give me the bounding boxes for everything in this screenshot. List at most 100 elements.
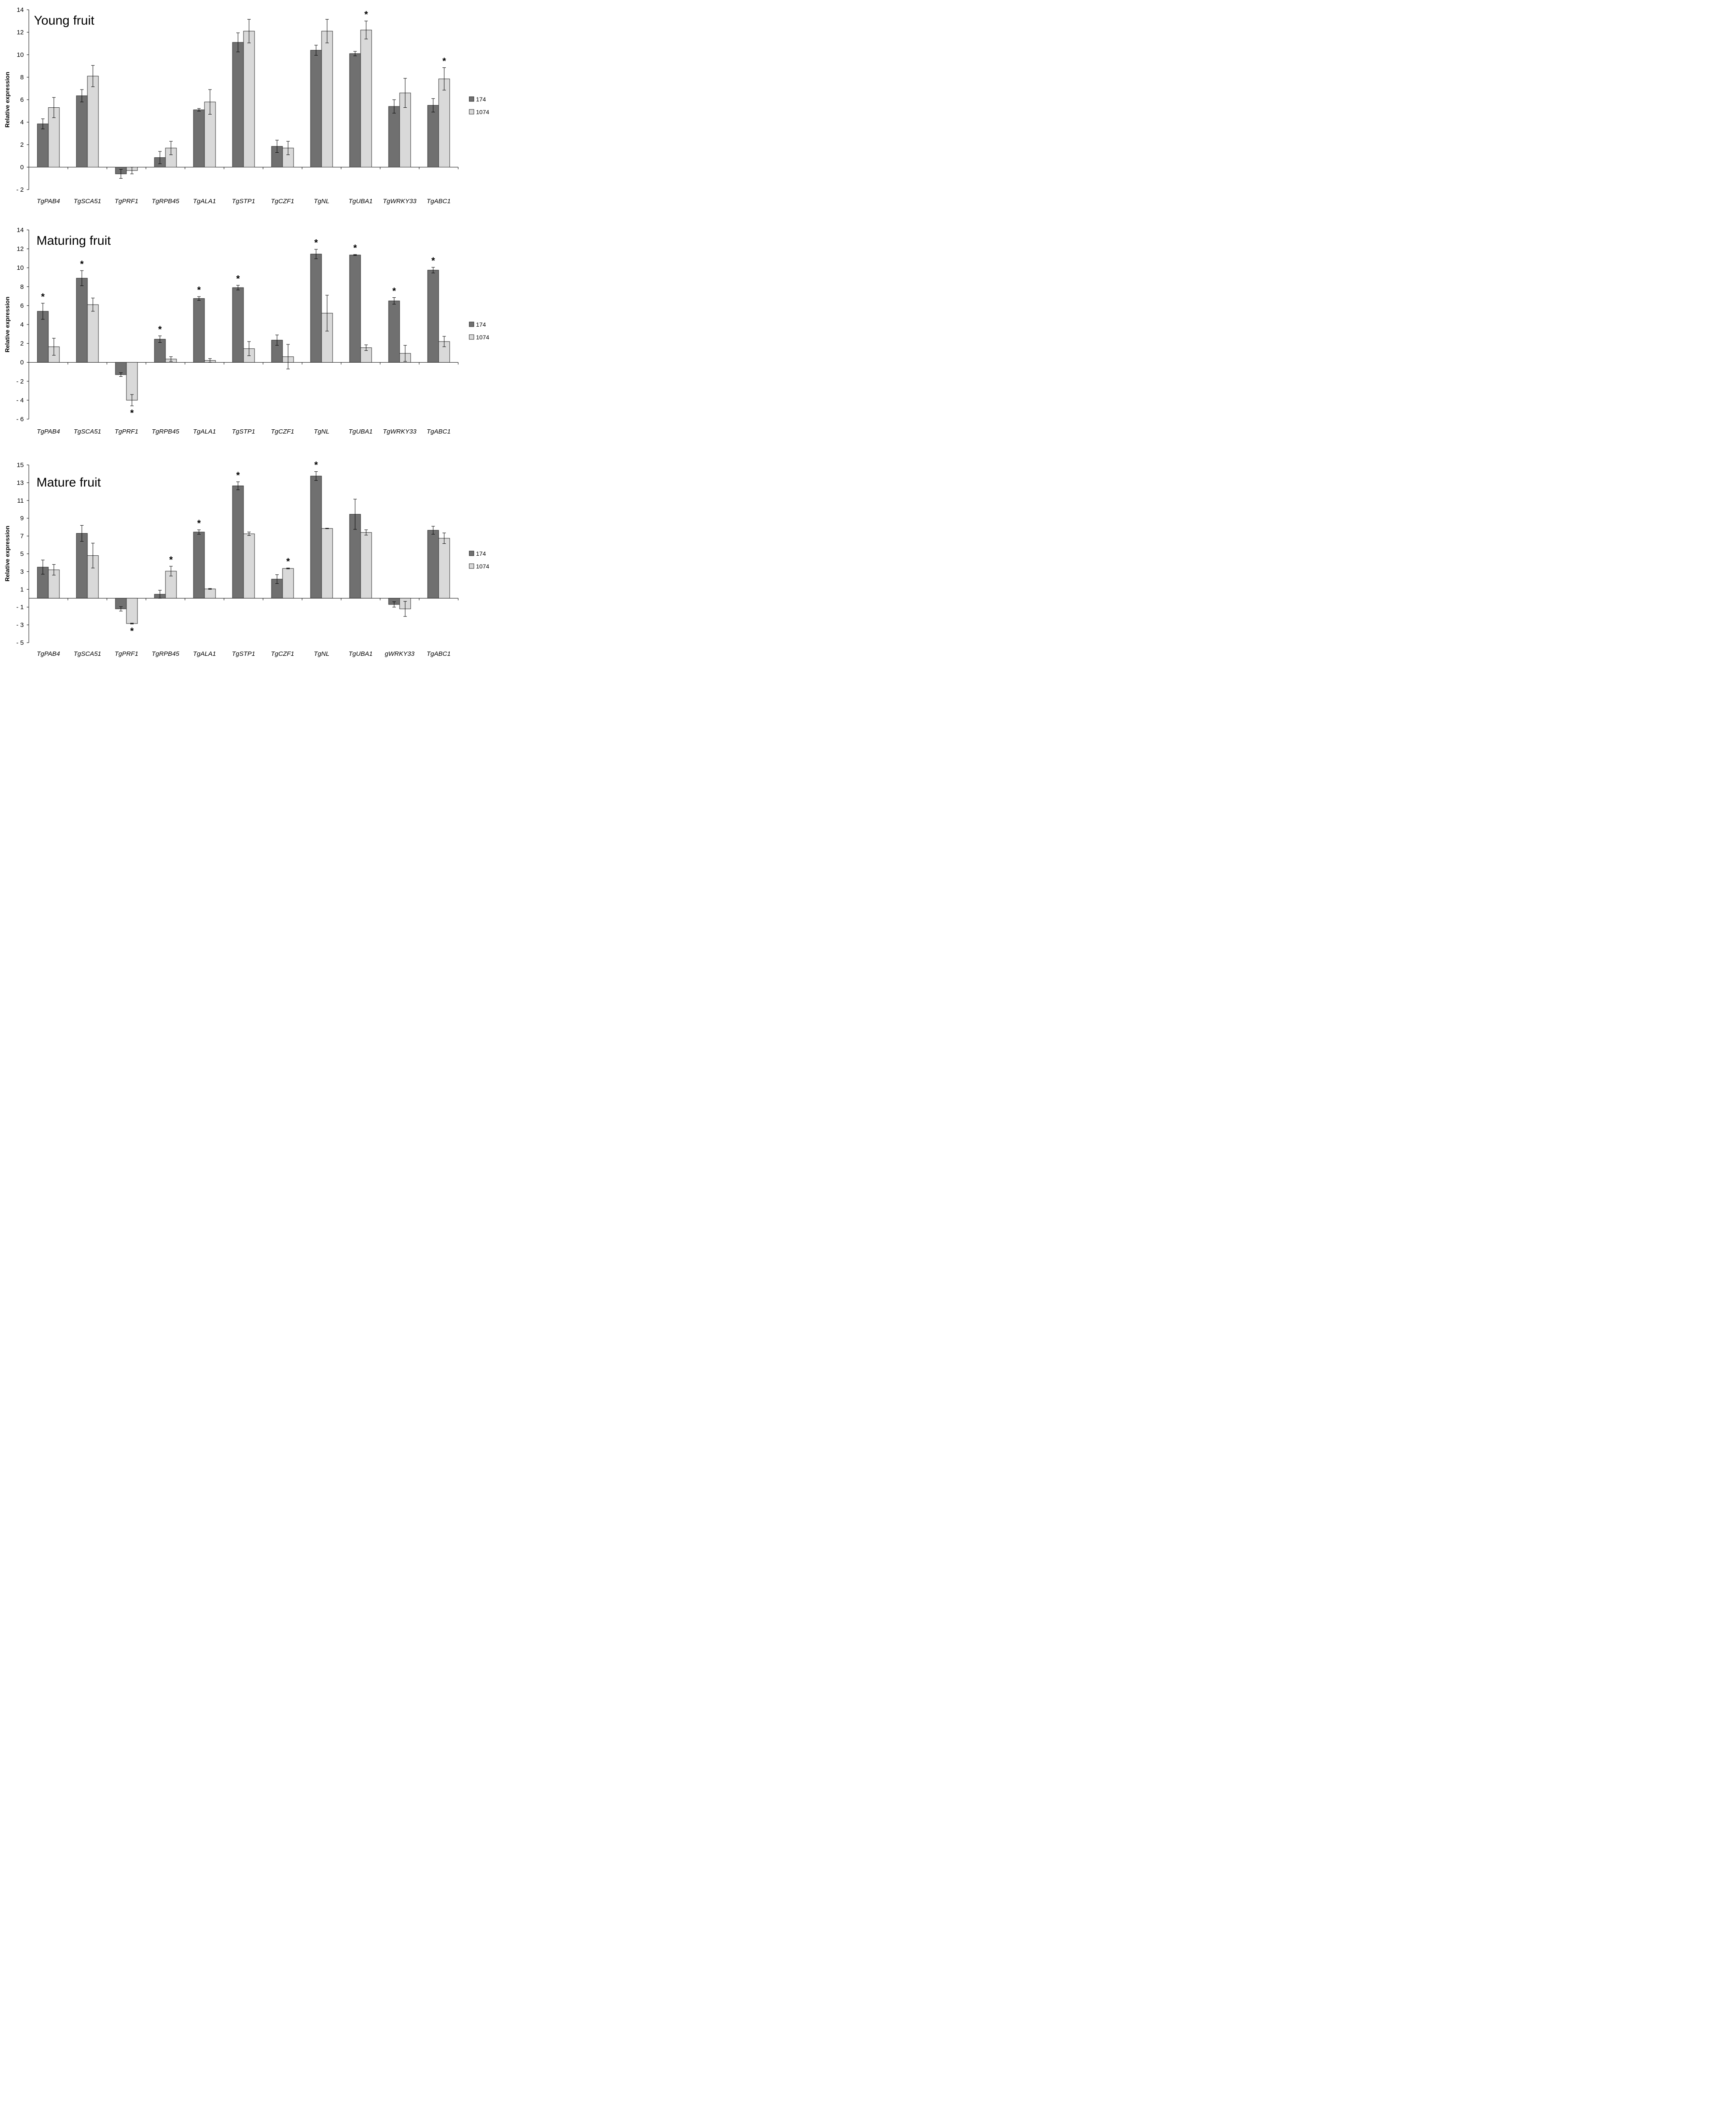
y-tick-label: 8 [20,74,24,81]
panel-title: Maturing fruit [36,234,111,248]
significance-star: * [353,243,357,253]
y-tick-label: - 3 [16,621,24,629]
significance-star: * [286,556,290,567]
x-category-label: TgNL [314,198,330,205]
significance-star: * [236,470,240,481]
bar-1074-TgSCA51 [87,76,99,168]
bar-174-TgALA1 [193,532,205,599]
x-category-label: TgSTP1 [232,650,255,658]
significance-star: * [197,518,201,529]
y-tick-label: - 1 [16,604,24,611]
y-axis-label: Relative expression [4,297,11,353]
y-tick-label: 12 [17,246,24,253]
significance-star: * [158,324,162,335]
significance-star: * [236,273,240,284]
bar-174-TgALA1 [193,109,205,168]
y-tick-label: 14 [17,227,24,234]
bar-174-TgUBA1 [349,255,361,363]
bar-174-TgSCA51 [76,278,88,363]
x-category-label: TgUBA1 [349,650,373,658]
bar-1074-TgUBA1 [360,30,372,168]
x-category-label: TgPRF1 [115,650,138,658]
significance-star: * [169,554,173,565]
bar-174-TgALA1 [193,298,205,363]
bar-174-TgPAB4 [37,123,49,168]
bar-1074-TgSTP1 [243,31,255,168]
legend-label-1074: 1074 [476,334,489,341]
bar-1074-TgCZF1 [282,568,294,599]
y-tick-label: 6 [20,96,24,104]
bar-174-TgSCA51 [76,533,88,599]
significance-star: * [130,408,134,418]
legend-swatch-1074 [469,334,474,340]
x-category-label: TgABC1 [427,198,451,205]
y-tick-label: 12 [17,29,24,36]
bar-174-TgPAB4 [37,311,49,363]
x-category-label: TgNL [314,650,330,658]
significance-star: * [130,626,134,636]
legend-swatch-174 [469,322,474,327]
bar-174-TgUBA1 [349,53,361,168]
bar-174-TgNL [310,50,322,168]
bar-174-TgSTP1 [232,485,244,599]
x-category-label: TgSCA51 [73,428,101,435]
y-tick-label: 2 [20,340,24,347]
x-category-label: TgWRKY33 [383,428,417,435]
y-tick-label: - 2 [16,186,24,193]
y-tick-label: 15 [17,462,24,469]
bar-174-TgWRKY33 [388,106,400,168]
significance-star: * [41,291,45,302]
x-category-label: TgALA1 [193,650,216,658]
bar-174-TgABC1 [427,530,439,599]
bar-174-TgABC1 [427,270,439,363]
bar-1074-TgSTP1 [243,533,255,599]
significance-star: * [314,460,318,470]
bar-174-TgNL [310,476,322,599]
y-tick-label: - 6 [16,416,24,423]
y-tick-label: - 2 [16,378,24,385]
y-tick-label: 7 [20,533,24,540]
bar-1074-TgNL [321,528,333,599]
y-tick-label: 8 [20,283,24,291]
y-axis-label: Relative expression [4,72,11,128]
bar-1074-TgSCA51 [87,304,99,363]
y-tick-label: 1 [20,586,24,593]
significance-star: * [314,238,318,248]
x-category-label: TgNL [314,428,330,435]
bar-174-TgWRKY33 [388,300,400,363]
legend-swatch-174 [469,96,474,102]
bar-174-TgSCA51 [76,95,88,168]
y-tick-label: 9 [20,515,24,522]
bar-174-TgSTP1 [232,287,244,363]
legend-label-174: 174 [476,321,486,328]
y-tick-label: - 4 [16,397,24,404]
x-category-label: TgPRF1 [115,428,138,435]
x-category-label: TgPAB4 [37,428,60,435]
legend-label-174: 174 [476,96,486,103]
y-tick-label: 0 [20,359,24,366]
x-category-label: TgCZF1 [271,198,294,205]
legend-label-1074: 1074 [476,563,489,570]
x-category-label: TgUBA1 [349,198,373,205]
y-tick-label: 13 [17,479,24,487]
bar-1074-TgABC1 [438,538,450,599]
significance-star: * [431,255,435,266]
y-tick-label: 14 [17,6,24,14]
figure: - 2 0 2 4 6 8 10 12 14 * * TgPAB4 TgSCA51 TgPRF1 TgRPB… [0,0,500,666]
legend-label-174: 174 [476,550,486,557]
bar-1074-TgALA1 [204,588,216,599]
x-category-label: TgRPB45 [151,198,179,205]
y-tick-label: 5 [20,551,24,558]
legend-swatch-174 [469,551,474,556]
y-tick-label: 6 [20,302,24,309]
bar-174-TgABC1 [427,105,439,168]
legend-label-1074: 1074 [476,109,489,115]
x-category-label: TgABC1 [427,428,451,435]
significance-star: * [197,285,201,295]
bar-1074-TgPRF1 [126,598,138,624]
bar-1074-TgABC1 [438,78,450,168]
x-category-label: TgABC1 [427,650,451,658]
x-category-label: TgUBA1 [349,428,373,435]
